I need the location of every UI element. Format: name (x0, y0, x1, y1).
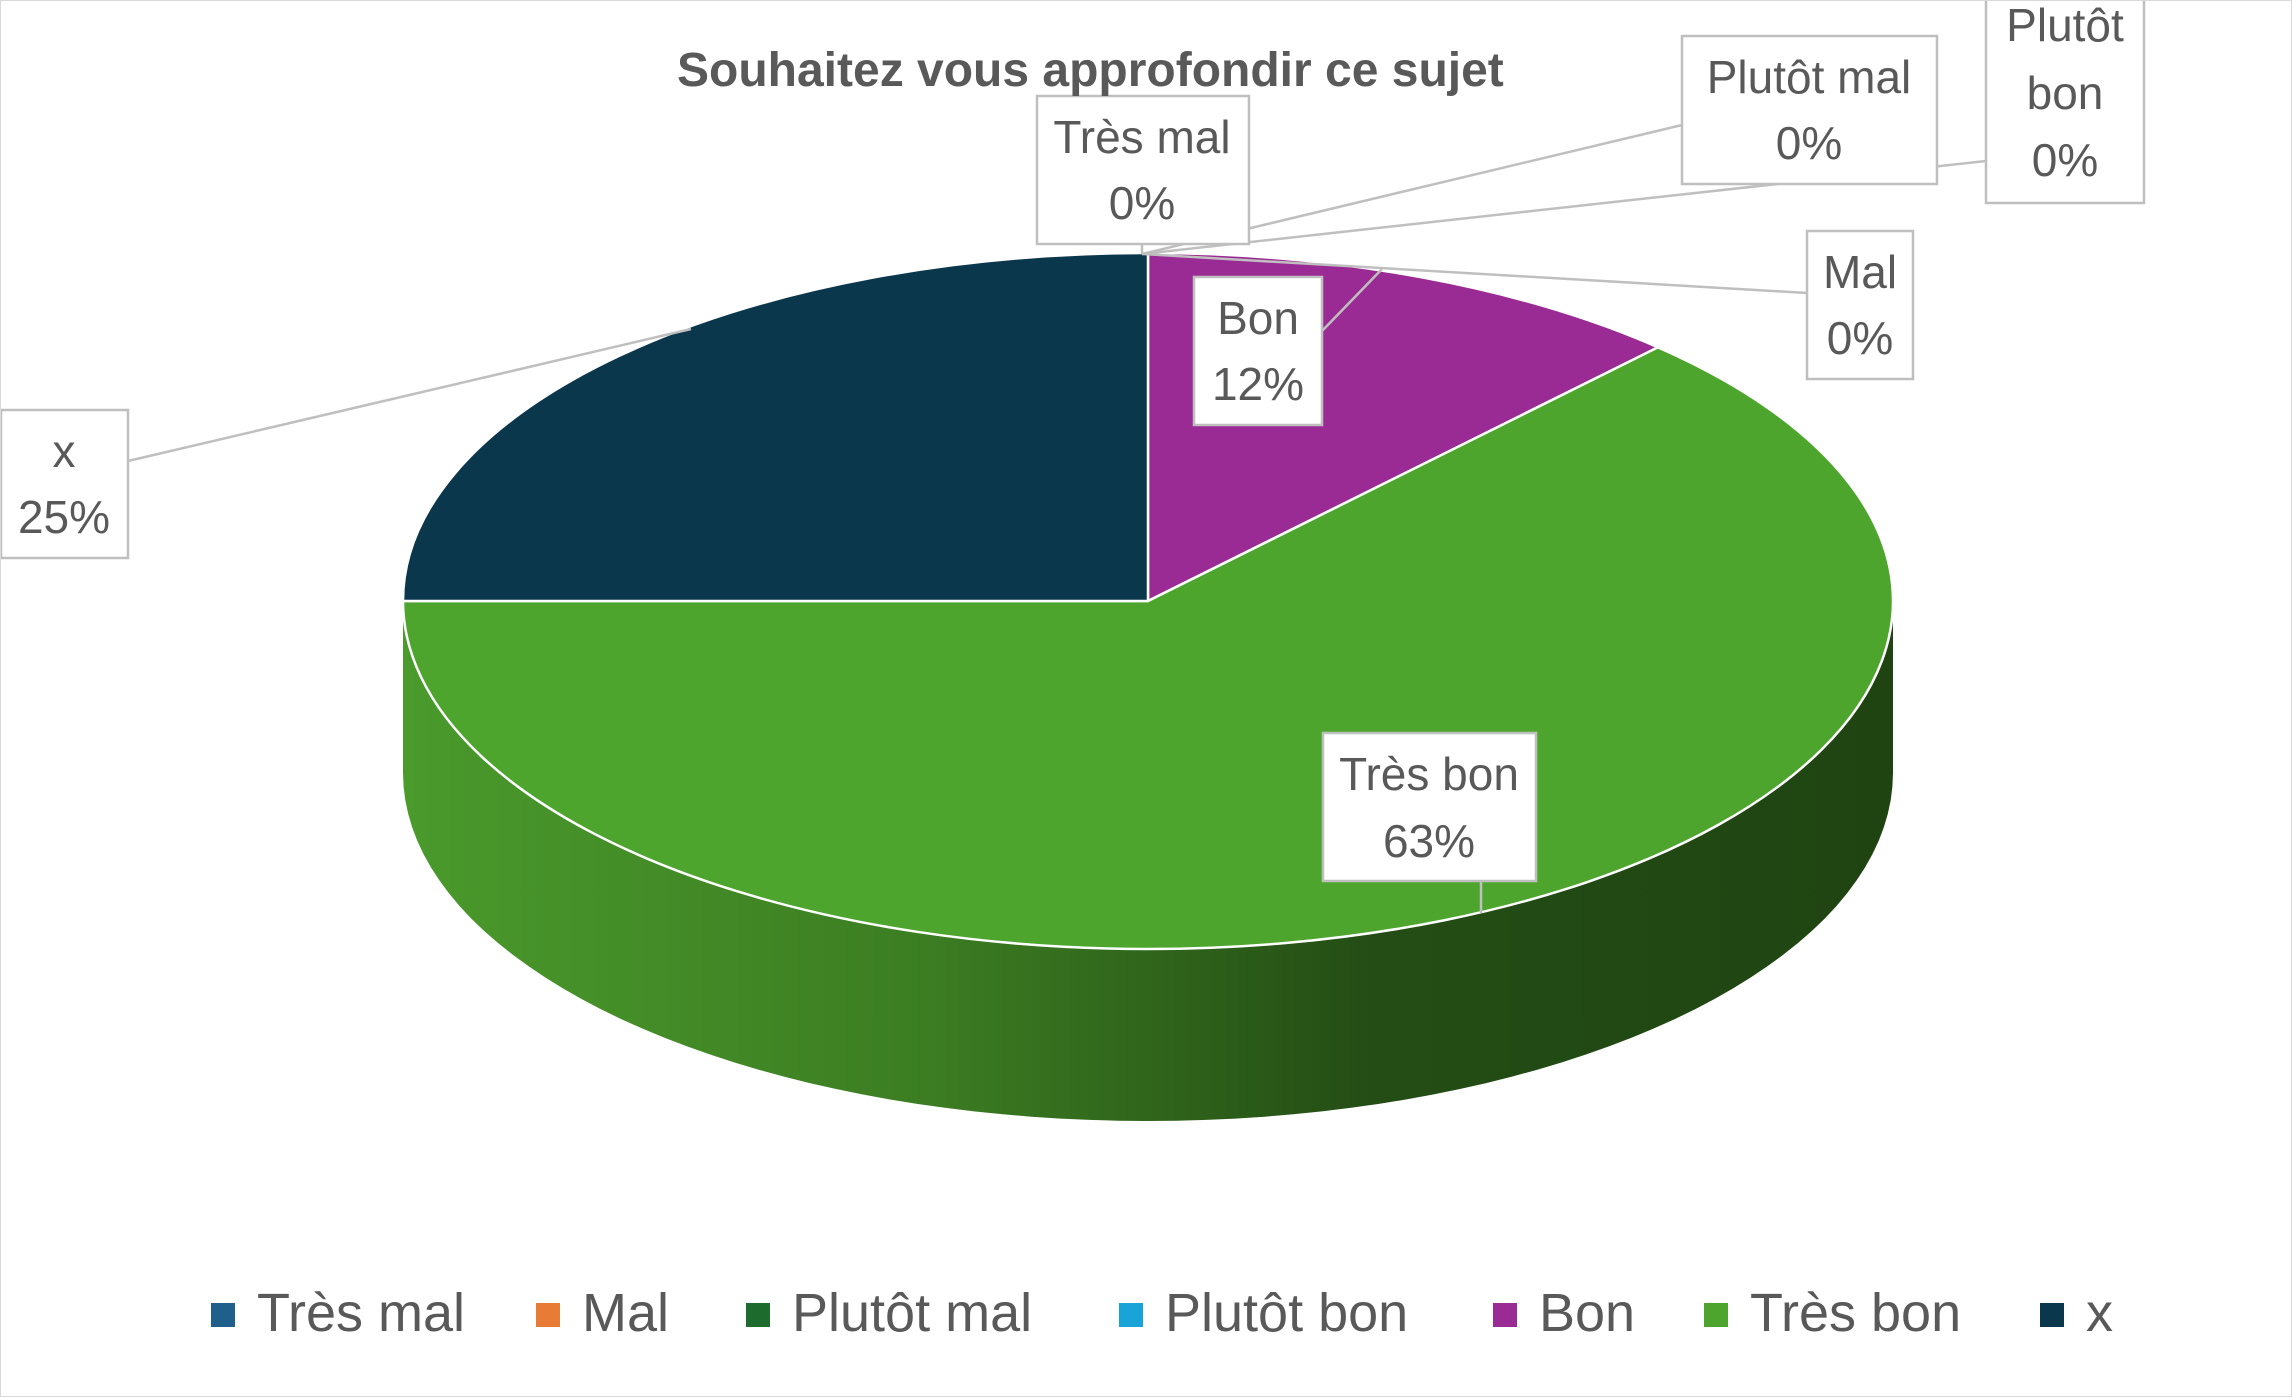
legend-swatch-plutot-bon (1119, 1303, 1143, 1327)
data-label-box-plutot-bon (1984, 1, 2146, 205)
data-label-tres-bon: Très bon 63% (1321, 731, 1538, 883)
legend-swatch-bon (1493, 1303, 1517, 1327)
legend: Très mal Mal Plutôt mal Plutôt bon Bon Très b… (211, 1283, 2113, 1343)
data-label-value-bon: 12% (1212, 358, 1304, 410)
data-label-bon: Bon 12% (1192, 275, 1324, 427)
data-label-box-tres-mal (1035, 94, 1251, 246)
legend-label-x: x (2086, 1283, 2113, 1343)
pie-side-tres-bon (403, 601, 1893, 1121)
legend-label-mal: Mal (582, 1283, 669, 1343)
data-label-name-x: x (53, 425, 76, 477)
data-label-value-tres-mal: 0% (1109, 177, 1175, 229)
legend-swatch-mal (536, 1303, 560, 1327)
legend-label-plutot-bon: Plutôt bon (1165, 1283, 1408, 1343)
data-label-name-plutot-bon: bon (2027, 67, 2104, 119)
data-label-box-mal (1805, 229, 1915, 381)
pie-slice-x (401, 251, 1150, 603)
data-label-tres-mal: Très mal 0% (1035, 94, 1251, 246)
legend-swatch-x (2040, 1303, 2064, 1327)
legend-label-plutot-mal: Plutôt mal (792, 1283, 1032, 1343)
data-label-name-bon: Bon (1217, 292, 1299, 344)
data-label-value-mal: 0% (1827, 312, 1893, 364)
data-label-name-plutot-bon: Plutôt (2006, 1, 2124, 51)
leader-mal (1141, 252, 1808, 295)
data-label-box-tres-bon (1321, 731, 1538, 883)
chart-title: Souhaitez vous approfondir ce sujet (677, 44, 1504, 97)
legend-swatch-tres-mal (211, 1303, 235, 1327)
data-label-mal: Mal 0% (1805, 229, 1915, 381)
legend-label-bon: Bon (1539, 1283, 1635, 1343)
pie-side-layer (403, 601, 1893, 1121)
data-label-name-mal: Mal (1823, 246, 1897, 298)
legend-item-plutot-bon: Plutôt bon (1119, 1283, 1408, 1343)
leader-x (127, 327, 692, 463)
leader-bon (1321, 268, 1383, 332)
legend-item-x: x (2040, 1283, 2113, 1343)
data-label-name-tres-bon: Très bon (1339, 748, 1519, 800)
legend-item-mal: Mal (536, 1283, 669, 1343)
legend-item-tres-bon: Très bon (1704, 1283, 1961, 1343)
pie-top-layer (401, 251, 1895, 951)
legend-item-bon: Bon (1493, 1283, 1635, 1343)
data-label-box-bon (1192, 275, 1324, 427)
data-label-name-plutot-mal: Plutôt mal (1707, 51, 1912, 103)
data-label-name-tres-mal: Très mal (1053, 111, 1230, 163)
data-label-value-plutot-mal: 0% (1776, 117, 1842, 169)
data-labels: Très mal 0% Mal 0% Plutôt mal 0% Plutôt bon 0% Bo… (1, 1, 2146, 883)
data-label-value-x: 25% (18, 491, 110, 543)
legend-item-plutot-mal: Plutôt mal (746, 1283, 1032, 1343)
legend-label-tres-bon: Très bon (1750, 1283, 1961, 1343)
data-label-value-tres-bon: 63% (1383, 815, 1475, 867)
data-label-box-plutot-mal (1680, 34, 1939, 186)
legend-item-tres-mal: Très mal (211, 1283, 465, 1343)
data-label-plutot-bon: Plutôt bon 0% (1984, 1, 2146, 205)
legend-label-tres-mal: Très mal (257, 1283, 465, 1343)
legend-swatch-plutot-mal (746, 1303, 770, 1327)
data-label-value-plutot-bon: 0% (2032, 134, 2098, 186)
data-label-box-x (1, 408, 130, 560)
data-label-plutot-mal: Plutôt mal 0% (1680, 34, 1939, 186)
data-label-x: x 25% (1, 408, 130, 560)
legend-swatch-tres-bon (1704, 1303, 1728, 1327)
